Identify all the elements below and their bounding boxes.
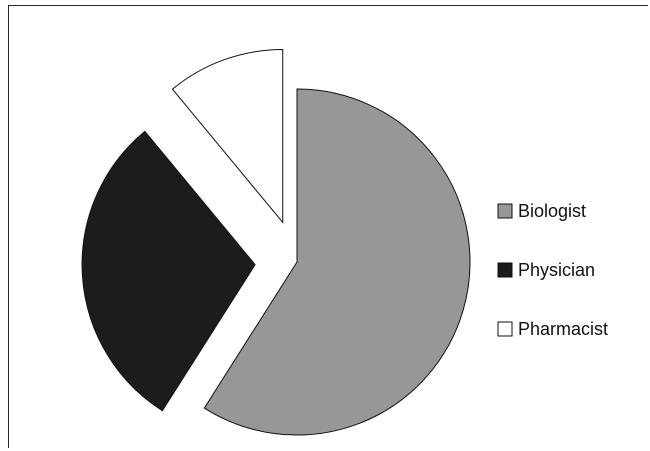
- legend-label-pharmacist: Pharmacist: [518, 319, 608, 339]
- legend: Biologist Physician Pharmacist: [497, 201, 608, 339]
- legend-item-biologist: Biologist: [497, 201, 586, 221]
- legend-swatch-biologist: [497, 203, 513, 219]
- legend-label-physician: Physician: [518, 260, 595, 280]
- pie-slice-physician: [81, 130, 256, 412]
- pie-chart: Biologist Physician Pharmacist: [81, 48, 608, 436]
- pie-slice-pharmacist: [171, 48, 284, 224]
- pie-slice-biologist: [203, 88, 471, 436]
- legend-item-pharmacist: Pharmacist: [497, 319, 608, 339]
- chart-frame: Biologist Physician Pharmacist: [8, 5, 648, 448]
- legend-swatch-physician: [497, 262, 513, 278]
- legend-swatch-pharmacist: [497, 321, 513, 337]
- legend-label-biologist: Biologist: [518, 201, 586, 221]
- legend-item-physician: Physician: [497, 260, 595, 280]
